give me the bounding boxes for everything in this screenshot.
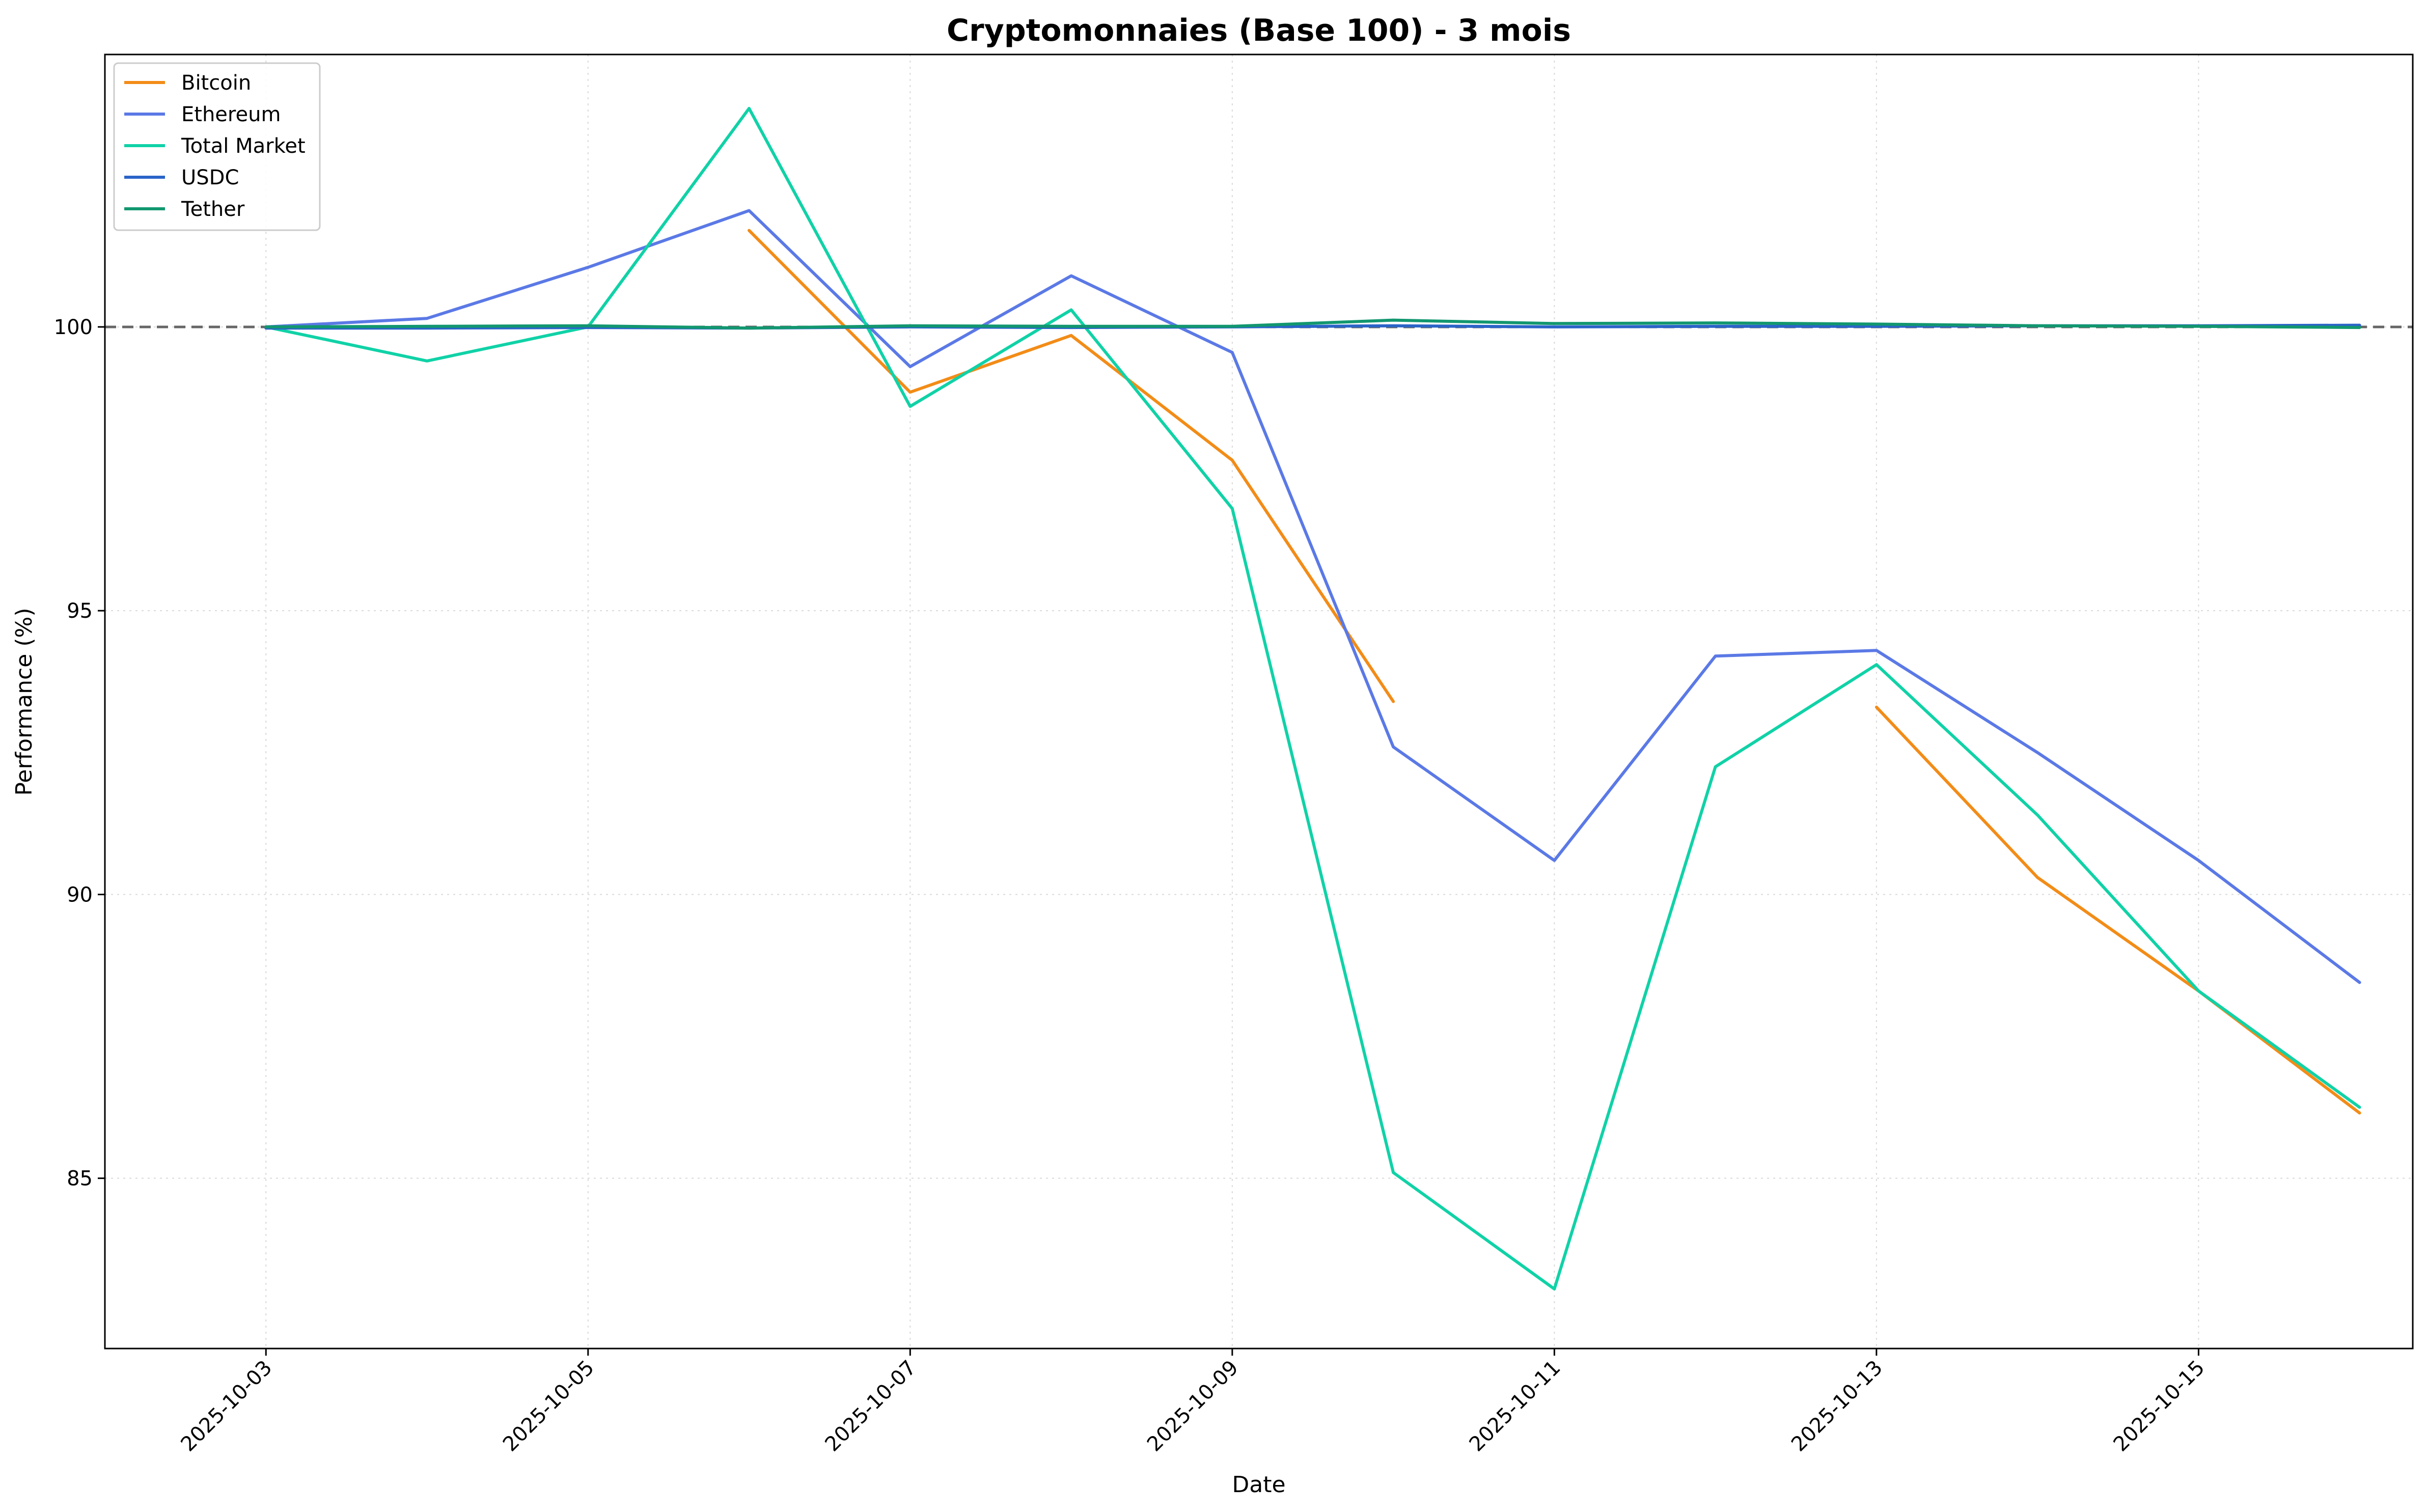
series-group [264,106,2361,1290]
legend-box [113,62,321,231]
series-line-bitcoin [748,229,2361,1115]
legend-label-ethereum: Ethereum [181,103,281,126]
legend-label-total-market: Total Market [181,134,306,158]
series-line-tether [264,318,2361,330]
legend-label-tether: Tether [181,198,245,221]
plot-area [104,53,2414,1350]
grid [105,54,2413,1349]
y-tick-label: 90 [67,883,93,906]
chart-title: Cryptomonnaies (Base 100) - 3 mois [947,13,1571,48]
legend: Bitcoin Ethereum Total Market USDC Tether [113,62,321,231]
y-axis: 85 90 95 100 [54,316,105,1191]
y-tick-label: 85 [67,1167,93,1191]
series-line-total-market [264,106,2361,1290]
y-axis-label: Performance (%) [11,608,37,796]
series-line-ethereum [264,209,2361,984]
y-tick-label: 95 [67,599,93,623]
y-tick-label: 100 [54,316,93,339]
legend-label-usdc: USDC [181,166,239,189]
legend-label-bitcoin: Bitcoin [181,71,251,95]
x-axis-label: Date [1232,1472,1285,1498]
